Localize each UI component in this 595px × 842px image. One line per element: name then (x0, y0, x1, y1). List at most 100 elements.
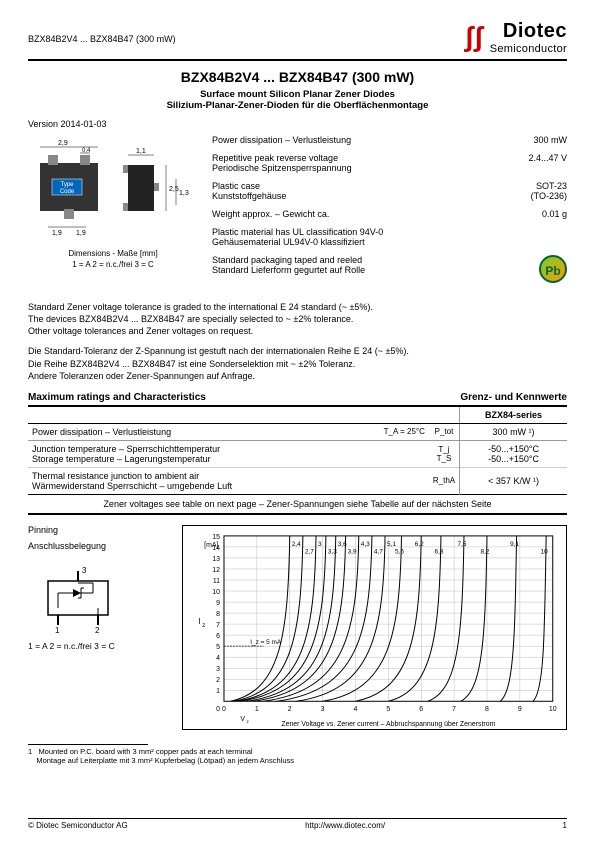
rating-sym: T_j T_S (429, 440, 460, 467)
svg-text:8: 8 (216, 611, 220, 618)
header-rule (28, 59, 567, 61)
pinning-title-de: Anschlussbelegung (28, 541, 168, 551)
pinning-diagram: 1 2 3 (28, 563, 138, 633)
title-sub-en: Surface mount Silicon Planar Zener Diode… (28, 89, 567, 100)
rating-cond: T_A = 25°C (369, 423, 429, 440)
svg-text:1: 1 (255, 706, 259, 713)
pkg-dim-label: Dimensions - Maße [mm] (28, 249, 198, 258)
svg-text:6,2: 6,2 (415, 541, 424, 548)
svg-text:3,6: 3,6 (338, 541, 347, 548)
svg-text:9,1: 9,1 (510, 541, 519, 548)
title-main: BZX84B2V4 ... BZX84B47 (300 mW) (28, 69, 567, 85)
spec-row: Repetitive peak reverse voltage Periodis… (212, 153, 567, 173)
svg-text:0,4: 0,4 (82, 148, 91, 154)
svg-text:4: 4 (354, 706, 358, 713)
ratings-table: BZX84-series Power dissipation – Verlust… (28, 405, 567, 515)
svg-text:1: 1 (216, 688, 220, 695)
series-col: BZX84-series (460, 406, 567, 424)
title-sub-de: Silizium-Planar-Zener-Dioden für die Obe… (28, 100, 567, 111)
svg-text:3,9: 3,9 (348, 549, 357, 556)
svg-text:2,7: 2,7 (305, 549, 314, 556)
rating-sym: R_thA (429, 467, 460, 494)
pb-free-icon: Pb (539, 255, 567, 283)
svg-text:5,6: 5,6 (395, 549, 404, 556)
rating-val: -50...+150°C -50...+150°C (460, 440, 567, 467)
header: BZX84B2V4 ... BZX84B47 (300 mW) ʃʃ Diote… (28, 20, 567, 55)
svg-text:2: 2 (216, 677, 220, 684)
svg-text:3: 3 (82, 566, 87, 575)
svg-text:7: 7 (452, 706, 456, 713)
footnote-en: Mounted on P.C. board with 3 mm² copper … (38, 747, 252, 756)
rating-label: Power dissipation – Verlustleistung (28, 423, 369, 440)
pinning-block: Pinning Anschlussbelegung 1 2 3 1 = A 2 … (28, 525, 168, 730)
ratings-head-right: Grenz- und Kennwerte (460, 392, 567, 403)
svg-text:8: 8 (485, 706, 489, 713)
svg-text:0: 0 (216, 706, 220, 713)
spec-val: SOT-23 (TO-236) (531, 181, 567, 201)
svg-text:1,3: 1,3 (179, 190, 189, 197)
bottom-row: Pinning Anschlussbelegung 1 2 3 1 = A 2 … (28, 525, 567, 730)
svg-text:1: 1 (55, 626, 60, 633)
spec-val: 2.4...47 V (528, 153, 567, 173)
spec-label: Weight approx. – Gewicht ca. (212, 209, 329, 219)
svg-text:15: 15 (212, 534, 220, 541)
spec-row: Plastic case Kunststoffgehäuse SOT-23 (T… (212, 181, 567, 201)
svg-text:4,3: 4,3 (361, 541, 370, 548)
logo-sub: Semiconductor (490, 43, 567, 55)
svg-text:3: 3 (321, 706, 325, 713)
svg-text:13: 13 (212, 556, 220, 563)
svg-text:5: 5 (386, 706, 390, 713)
spec-row: Power dissipation – Verlustleistung 300 … (212, 135, 567, 145)
svg-text:7,5: 7,5 (458, 541, 467, 548)
ratings-head-left: Maximum ratings and Characteristics (28, 392, 206, 403)
spec-val: 0.01 g (542, 209, 567, 219)
rating-sym: P_tot (429, 423, 460, 440)
company-logo: ʃʃ Diotec Semiconductor (465, 20, 567, 55)
svg-text:z: z (202, 623, 205, 629)
svg-text:Code: Code (60, 189, 75, 195)
svg-text:12: 12 (212, 567, 220, 574)
spec-label: Standard packaging taped and reeled Stan… (212, 255, 365, 283)
svg-text:V: V (240, 716, 245, 723)
svg-text:2,9: 2,9 (58, 140, 68, 147)
svg-text:1,9: 1,9 (52, 230, 62, 237)
ratings-header: Maximum ratings and Characteristics Gren… (28, 392, 567, 403)
svg-text:Type: Type (60, 182, 74, 188)
svg-text:4: 4 (216, 655, 220, 662)
svg-text:4,7: 4,7 (374, 549, 383, 556)
spec-row: Plastic material has UL classification 9… (212, 227, 567, 247)
logo-icon: ʃʃ (465, 26, 484, 48)
svg-text:8,2: 8,2 (481, 549, 490, 556)
svg-text:3: 3 (216, 666, 220, 673)
svg-text:3: 3 (318, 541, 322, 548)
svg-text:9: 9 (518, 706, 522, 713)
footer-center: http://www.diotec.com/ (305, 821, 385, 830)
pkg-pin-label: 1 = A 2 = n.c./frei 3 = C (28, 260, 198, 269)
footer-right: 1 (563, 821, 567, 830)
svg-text:Zener Voltage vs. Zener curren: Zener Voltage vs. Zener current – Abbruc… (281, 721, 495, 728)
ratings-foot: Zener voltages see table on next page – … (28, 494, 567, 514)
footnote-num: 1 (28, 747, 32, 756)
svg-text:5: 5 (216, 644, 220, 651)
rating-label: Thermal resistance junction to ambient a… (28, 467, 369, 494)
svg-text:I: I (198, 617, 200, 626)
rating-val: < 357 K/W ¹) (460, 467, 567, 494)
svg-text:5,1: 5,1 (387, 541, 396, 548)
svg-text:0: 0 (222, 706, 226, 713)
footnote-de: Montage auf Leiterplatte mit 3 mm² Kupfe… (36, 756, 294, 765)
para-de: Die Standard-Toleranz der Z-Spannung ist… (28, 345, 567, 381)
spec-label: Power dissipation – Verlustleistung (212, 135, 351, 145)
hero-row: Type Code 2,9 0,4 1,9 1,9 1,1 2,5 1,3 Di… (28, 135, 567, 291)
footer-left: © Diotec Semiconductor AG (28, 821, 128, 830)
iv-chart: 123456789101112131415[mA]Iz0123456789100… (182, 525, 567, 730)
spec-list: Power dissipation – Verlustleistung 300 … (212, 135, 567, 291)
svg-text:1,9: 1,9 (76, 230, 86, 237)
svg-text:6,8: 6,8 (435, 549, 444, 556)
rating-val: 300 mW ¹) (460, 423, 567, 440)
version: Version 2014-01-03 (28, 119, 567, 129)
svg-text:7: 7 (216, 622, 220, 629)
spec-label: Repetitive peak reverse voltage Periodis… (212, 153, 352, 173)
spec-val: 300 mW (533, 135, 567, 145)
svg-text:[mA]: [mA] (204, 542, 218, 549)
svg-text:z: z (246, 720, 249, 725)
